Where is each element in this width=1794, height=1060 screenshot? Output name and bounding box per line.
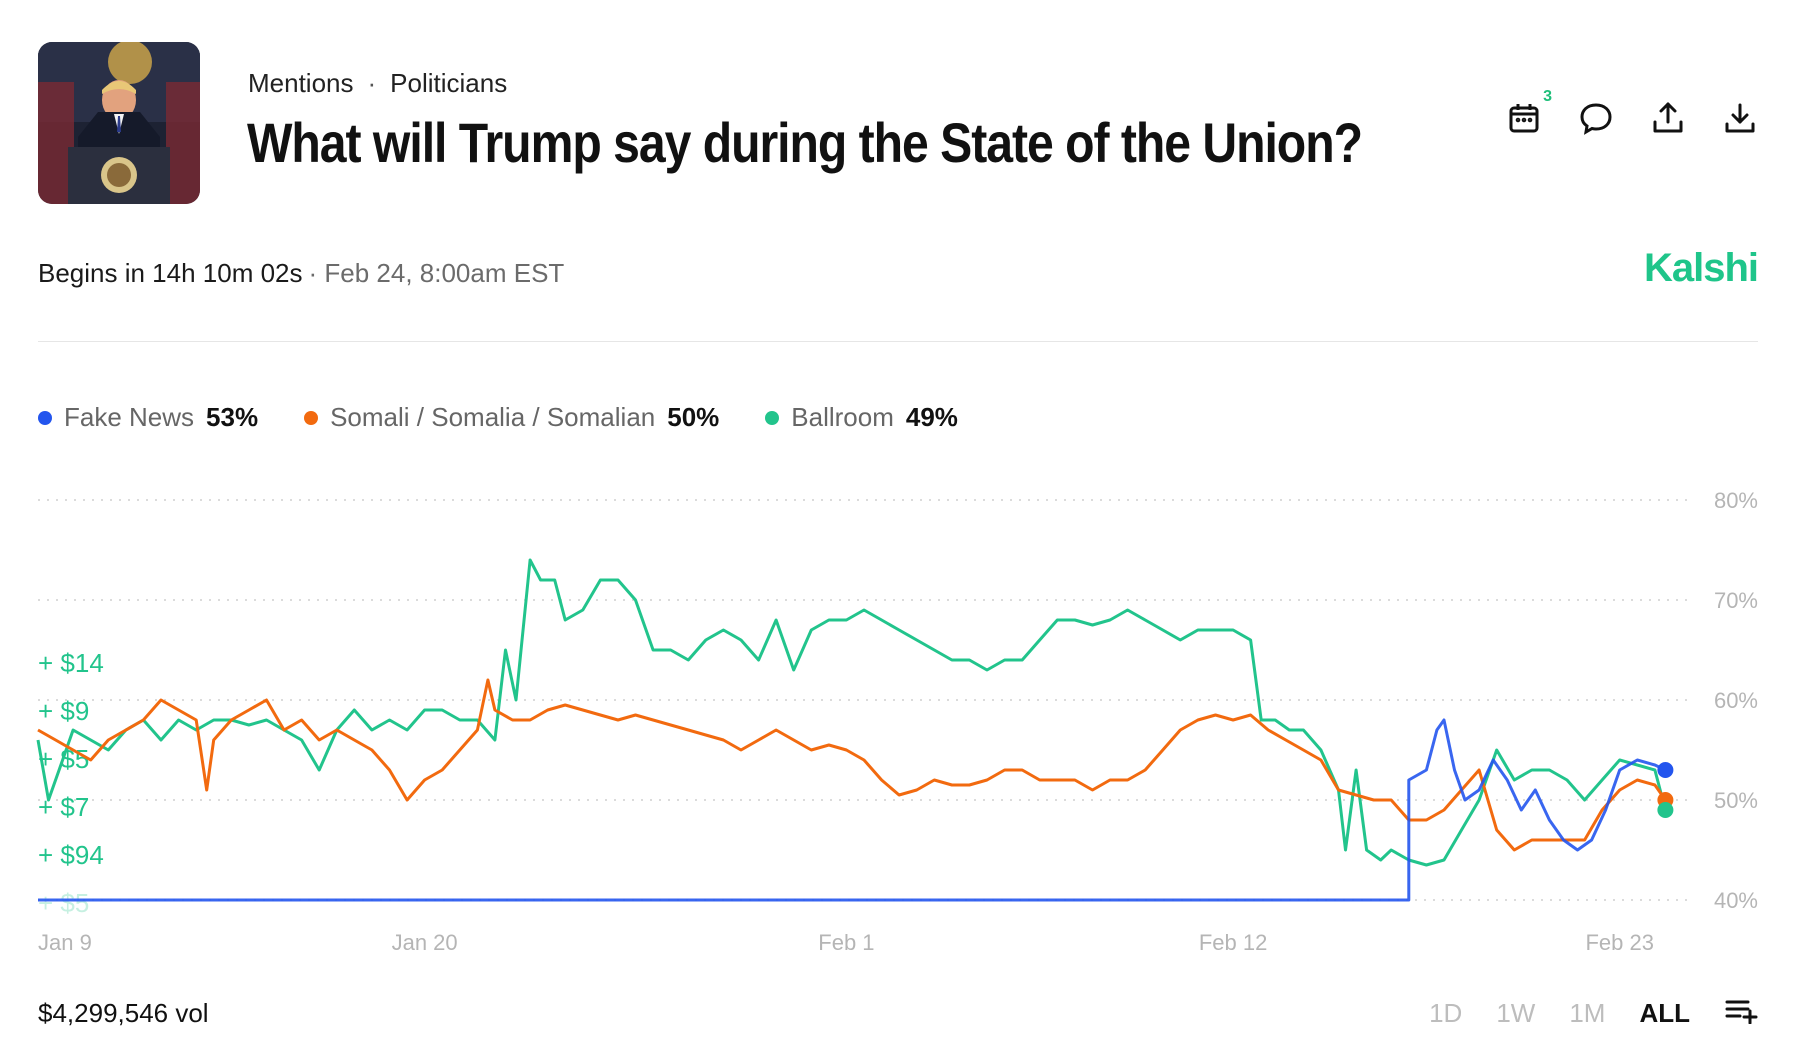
list-add-button[interactable] — [1724, 996, 1758, 1031]
countdown: Begins in 14h 10m 02s — [38, 258, 303, 288]
x-tick-label: Feb 12 — [1199, 930, 1268, 955]
calendar-icon — [1509, 104, 1539, 133]
legend-value: 49% — [905, 402, 958, 432]
y-tick-label: 50% — [1714, 788, 1758, 813]
calendar-button[interactable]: 3 — [1506, 88, 1552, 136]
event-datetime: · Feb 24, 8:00am EST — [308, 258, 565, 288]
range-1d-button[interactable]: 1D — [1429, 998, 1463, 1028]
legend-value: 50% — [667, 402, 720, 432]
x-tick-label: Jan 20 — [392, 930, 458, 955]
trade-label: + $94 — [38, 840, 104, 870]
range-1w-button[interactable]: 1W — [1496, 998, 1536, 1028]
y-tick-label: 60% — [1714, 688, 1758, 713]
comment-button[interactable] — [1578, 100, 1614, 136]
calendar-badge: 3 — [1543, 88, 1552, 105]
legend-item-ballroom[interactable]: Ballroom 49% — [765, 402, 958, 433]
divider — [38, 341, 1758, 342]
range-all-button[interactable]: ALL — [1639, 998, 1690, 1028]
series-line — [37, 678, 1667, 852]
y-tick-label: 70% — [1714, 588, 1758, 613]
header-actions: 3 — [1506, 88, 1758, 136]
breadcrumb: Mentions · Politicians — [248, 68, 507, 99]
x-tick-label: Jan 9 — [38, 930, 92, 955]
price-chart[interactable]: 40% 50% 60% 70% 80% Jan 9 Jan 20 Feb 1 Feb 12 Feb… — [0, 470, 1794, 960]
series-end-dot — [1657, 762, 1674, 778]
legend-name: Somali / Somalia / Somalian — [330, 402, 656, 432]
legend-dot-somali — [304, 410, 319, 425]
download-icon — [1725, 103, 1755, 133]
y-tick-label: 80% — [1714, 488, 1758, 513]
series-end-dot — [1657, 802, 1674, 818]
legend-dot-ballroom — [765, 410, 780, 425]
share-button[interactable] — [1650, 100, 1686, 136]
breadcrumb-separator: · — [367, 68, 377, 98]
range-selector: 1D 1W 1M ALL — [1429, 996, 1758, 1031]
legend-name: Fake News — [64, 402, 195, 432]
chart-legend: Fake News 53% Somali / Somalia / Somalia… — [38, 402, 958, 433]
market-thumbnail — [38, 42, 200, 204]
series-line — [36, 558, 1667, 867]
legend-value: 53% — [206, 402, 259, 432]
x-tick-label: Feb 1 — [818, 930, 874, 955]
legend-item-fake-news[interactable]: Fake News 53% — [38, 402, 258, 433]
legend-dot-fake-news — [38, 410, 52, 425]
trade-label: + $5 — [38, 888, 89, 918]
trade-label: + $9 — [38, 696, 89, 726]
range-1m-button[interactable]: 1M — [1569, 998, 1606, 1028]
series-line — [38, 718, 1667, 902]
share-icon — [1653, 102, 1683, 133]
kalshi-logo: Kalshi — [1643, 246, 1759, 290]
breadcrumb-mentions[interactable]: Mentions — [248, 68, 354, 98]
trade-label: + $7 — [38, 792, 89, 822]
x-tick-label: Feb 23 — [1585, 930, 1654, 955]
list-add-icon — [1725, 1000, 1758, 1025]
legend-name: Ballroom — [791, 402, 894, 432]
legend-item-somali[interactable]: Somali / Somalia / Somalian 50% — [304, 402, 719, 433]
comment-icon — [1580, 103, 1612, 135]
market-volume: $4,299,546 vol — [38, 998, 209, 1028]
breadcrumb-politicians[interactable]: Politicians — [390, 68, 508, 98]
market-status: Begins in 14h 10m 02s · Feb 24, 8:00am E… — [38, 258, 564, 289]
y-tick-label: 40% — [1714, 888, 1758, 913]
download-button[interactable] — [1722, 100, 1758, 136]
market-title: What will Trump say during the State of … — [247, 111, 1363, 174]
trade-label: + $14 — [38, 648, 104, 678]
